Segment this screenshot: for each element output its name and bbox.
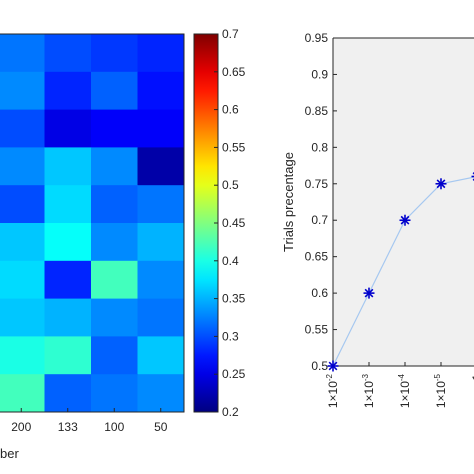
heatmap-cell <box>137 34 185 73</box>
colorbar-tick-label: 0.45 <box>222 216 246 230</box>
heatmap-cell <box>44 260 92 300</box>
heatmap-cell <box>91 185 138 224</box>
line-point <box>471 172 474 181</box>
line-y-tick-label: 0.95 <box>305 31 329 45</box>
heatmap-x-tick-label: 200 <box>11 420 31 434</box>
heatmap-cell <box>91 298 138 337</box>
line-y-tick-label: 0.55 <box>305 323 329 337</box>
heatmap-cell <box>137 185 185 224</box>
heatmap-x-tick-label: 50 <box>154 420 168 434</box>
line-y-ticks: 0.95 0.9 0.85 0.8 0.75 0.7 0.65 0.6 0.55 0.5 <box>305 31 337 373</box>
heatmap-cell <box>137 71 185 111</box>
heatmap-cell <box>0 298 45 337</box>
line-axes-background <box>333 38 474 366</box>
heatmap-cell <box>0 71 45 111</box>
colorbar-tick-label: 0.25 <box>222 367 246 381</box>
colorbar: 0.7 0.65 0.6 0.55 0.5 0.45 0.4 0.35 0.3 0.25 0.2 <box>193 27 246 419</box>
line-markers <box>327 172 474 372</box>
heatmap-x-tick-label: 133 <box>58 420 78 434</box>
heatmap-cell <box>44 374 92 413</box>
colorbar-tick-label: 0.4 <box>222 254 239 268</box>
heatmap-cell <box>137 374 185 413</box>
heatmap-cell <box>137 260 185 300</box>
heatmap-x-label: ber <box>0 446 19 461</box>
line-y-tick-label: 0.85 <box>305 104 329 118</box>
heatmap-cell <box>44 185 92 224</box>
heatmap-cell <box>0 147 45 186</box>
colorbar-tick-label: 0.65 <box>222 65 246 79</box>
heatmap-cell <box>91 374 138 413</box>
heatmap-cells <box>0 34 185 413</box>
colorbar-tick-label: 0.3 <box>222 329 239 343</box>
heatmap-cell <box>0 109 45 148</box>
line-y-tick-label: 0.7 <box>311 213 328 227</box>
line-point <box>399 214 411 226</box>
heatmap-cell <box>44 34 92 73</box>
line-x-tick-label: 1×10-2 <box>325 373 340 408</box>
heatmap-x-ticks: 200 133 100 50 <box>11 408 168 434</box>
heatmap-cell <box>44 147 92 186</box>
line-x-tick-label: 1×10-3 <box>361 373 376 408</box>
heatmap-cell <box>44 71 92 111</box>
line-x-tick-label: 1×10-4 <box>397 373 412 408</box>
heatmap-cell <box>44 109 92 148</box>
heatmap-cell <box>91 147 138 186</box>
heatmap-cell <box>44 336 92 375</box>
heatmap-cell <box>91 34 138 73</box>
line-x-ticks: 1×10-2 1×10-3 1×10-4 1×10-5 1 <box>325 362 474 408</box>
line-x-tick-label: 1 <box>470 374 474 381</box>
line-point <box>435 178 447 190</box>
colorbar-tick-label: 0.6 <box>222 103 239 117</box>
heatmap-cell <box>137 109 185 148</box>
line-y-label: Trials precentage <box>281 152 296 252</box>
heatmap-cell <box>91 336 138 375</box>
heatmap-cell <box>137 298 185 337</box>
line-y-tick-label: 0.65 <box>305 250 329 264</box>
line-y-tick-label: 0.9 <box>311 67 328 81</box>
heatmap-cell <box>91 223 138 262</box>
line-y-tick-label: 0.6 <box>311 286 328 300</box>
colorbar-tick-label: 0.55 <box>222 140 246 154</box>
heatmap-cell <box>0 374 45 413</box>
heatmap-cell <box>137 223 185 262</box>
colorbar-tick-label: 0.35 <box>222 292 246 306</box>
heatmap-cell <box>0 185 45 224</box>
heatmap-cell <box>91 260 138 300</box>
heatmap-cell <box>137 147 185 186</box>
heatmap-cell <box>0 336 45 375</box>
line-y-tick-label: 0.5 <box>311 359 328 373</box>
heatmap-x-tick-label: 100 <box>104 420 124 434</box>
line-point <box>327 360 339 372</box>
heatmap-cell <box>137 336 185 375</box>
colorbar-tick-label: 0.2 <box>222 405 239 419</box>
heatmap-cell <box>0 34 45 73</box>
heatmap-cell <box>91 71 138 111</box>
heatmap-frame <box>0 33 185 413</box>
line-y-tick-label: 0.8 <box>311 140 328 154</box>
heatmap-cell <box>44 298 92 337</box>
line-point <box>363 287 375 299</box>
colorbar-tick-label: 0.7 <box>222 27 239 41</box>
heatmap-cell <box>44 223 92 262</box>
heatmap-cell <box>0 223 45 262</box>
line-x-tick-label: 1×10-5 <box>433 373 448 408</box>
heatmap-cell <box>91 109 138 148</box>
colorbar-tick-label: 0.5 <box>222 178 239 192</box>
heatmap-cell <box>0 260 45 300</box>
line-y-tick-label: 0.75 <box>305 177 329 191</box>
